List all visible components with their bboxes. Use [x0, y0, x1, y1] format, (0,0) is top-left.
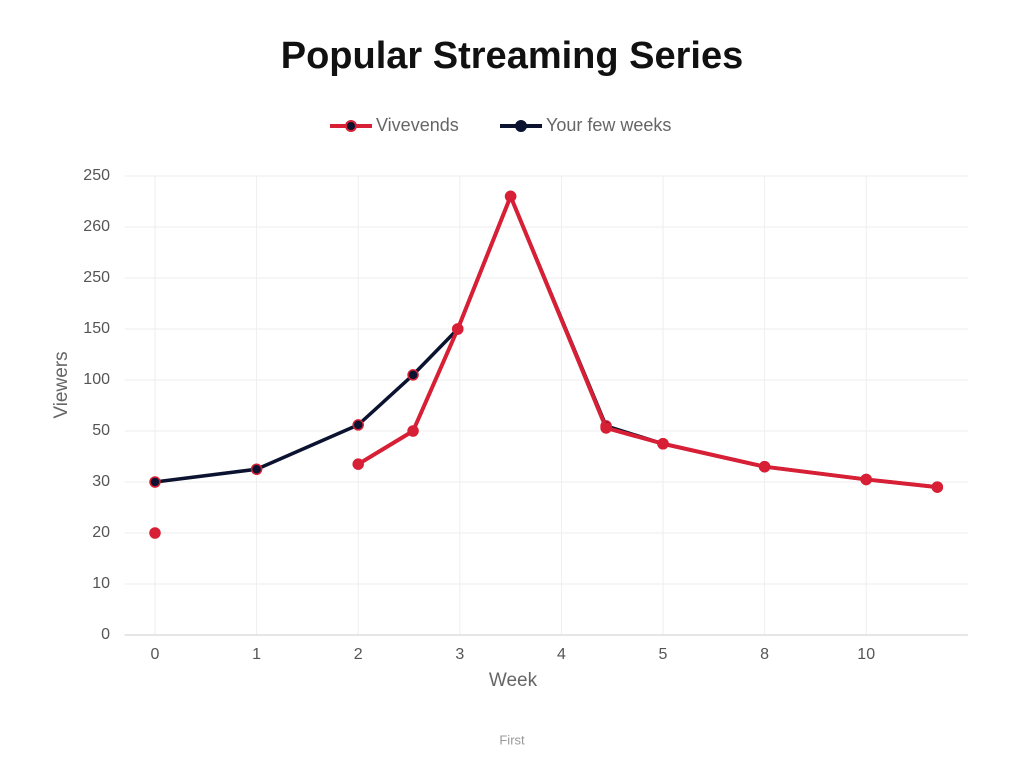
data-point: [860, 473, 872, 486]
x-tick-label: 10: [857, 646, 875, 663]
data-point: [931, 481, 944, 493]
chart-title: Popular Streaming Series: [281, 35, 744, 77]
data-point: [250, 463, 263, 475]
y-tick-label: 0: [101, 626, 110, 643]
x-tick-label: 5: [659, 646, 668, 663]
y-tick-label: 260: [83, 218, 110, 235]
x-axis-label: Week: [489, 670, 538, 691]
legend-label: Your few weeks: [546, 115, 671, 135]
x-tick-label: 8: [760, 646, 769, 663]
data-point: [352, 458, 364, 470]
legend-marker: [345, 120, 357, 132]
data-point: [758, 460, 771, 473]
x-tick-label: 3: [455, 646, 464, 663]
data-point: [352, 419, 364, 431]
x-tick-label: 4: [557, 646, 566, 663]
data-point: [407, 425, 419, 437]
data-point: [149, 476, 161, 488]
y-tick-label: 100: [83, 371, 110, 388]
y-tick-label: 250: [83, 269, 110, 286]
y-tick-label: 10: [92, 575, 110, 592]
legend-marker: [515, 120, 527, 132]
data-point: [600, 422, 612, 434]
data-point: [504, 190, 517, 203]
x-tick-label: 0: [151, 646, 160, 663]
y-tick-label: 150: [83, 320, 110, 337]
data-point: [657, 438, 669, 450]
x-tick-label: 2: [354, 646, 363, 663]
y-tick-label: 20: [92, 524, 110, 541]
data-point: [452, 323, 464, 335]
y-tick-label: 50: [92, 422, 110, 439]
y-axis-label: Viewers: [51, 351, 72, 418]
data-point: [149, 527, 161, 539]
y-tick-label: 250: [83, 167, 110, 184]
footer: First: [499, 732, 525, 747]
data-point: [407, 369, 419, 381]
x-tick-label: 1: [252, 646, 261, 663]
y-tick-label: 30: [92, 473, 110, 490]
series-line: [154, 194, 938, 489]
legend-label: Vivevends: [376, 115, 459, 135]
